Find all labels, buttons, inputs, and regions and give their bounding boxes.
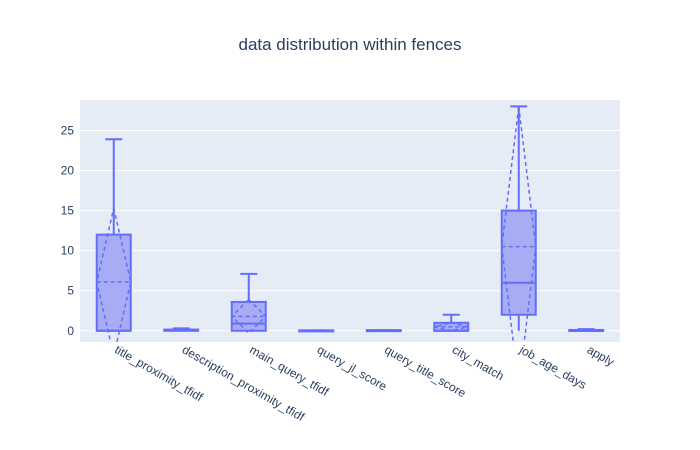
y-tick-label: 15 [61, 204, 75, 218]
sd-diamond [164, 328, 199, 332]
box-main-query-tfidf [230, 272, 267, 335]
plot-area [80, 100, 620, 342]
x-tick-label: description_proximity_tfidf [180, 342, 308, 424]
box-apply [568, 328, 605, 332]
box-description-proximity-tfidf [163, 327, 200, 332]
y-axis-ticks: 0 5 10 15 20 25 [61, 123, 75, 337]
box-body [95, 233, 132, 332]
y-tick-label: 0 [67, 324, 74, 338]
y-tick-label: 10 [61, 244, 75, 258]
sd-diamond [569, 328, 604, 332]
x-axis-ticks: title_proximity_tfidfdescription_proximi… [112, 342, 616, 424]
box-job-age-days [500, 105, 537, 342]
chart-title: data distribution within fences [238, 35, 461, 54]
box-body [500, 209, 537, 316]
sd-diamond [95, 208, 132, 342]
boxes [95, 105, 605, 342]
x-tick-label: job_age_days [516, 342, 589, 392]
y-gridlines [80, 129, 620, 332]
box-title-proximity-tfidf [95, 138, 132, 342]
box-query-jl-score [298, 329, 335, 333]
x-tick-label: apply [585, 342, 617, 368]
y-tick-label: 25 [61, 123, 75, 137]
box-city-match [433, 313, 470, 332]
y-tick-label: 5 [67, 284, 74, 298]
sd-diamond [434, 321, 469, 332]
sd-diamond [230, 298, 267, 335]
sd-diamond [500, 106, 537, 342]
x-tick-label: city_match [450, 342, 507, 383]
y-tick-label: 20 [61, 164, 75, 178]
box-query-title-score [365, 329, 402, 333]
